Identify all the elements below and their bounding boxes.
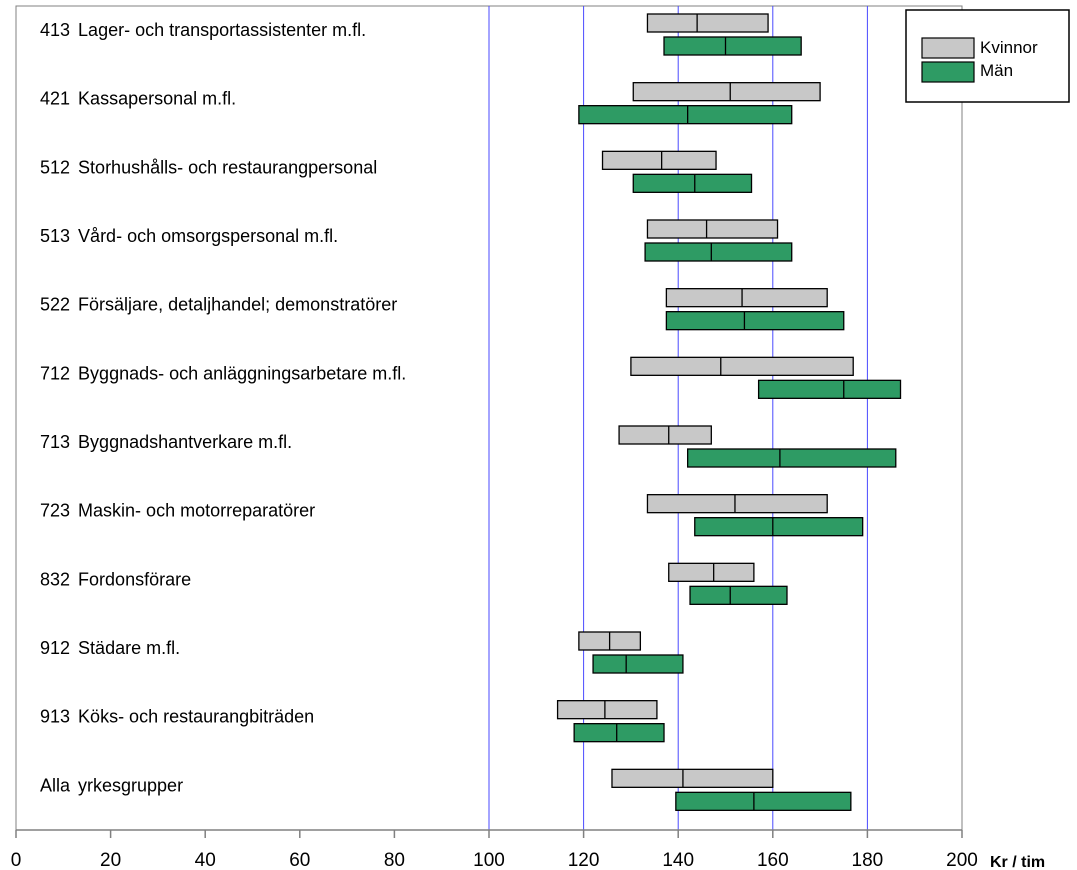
category-code: 832 (40, 569, 70, 589)
bar-kvinnor-4 (665, 288, 828, 308)
category-name: yrkesgrupper (78, 775, 183, 795)
category-code: 413 (40, 20, 70, 40)
category-label-11: Alla yrkesgrupper (40, 775, 183, 795)
category-code: 723 (40, 501, 70, 521)
category-label-3: 513 Vård- och omsorgspersonal m.fl. (40, 226, 338, 246)
bar-kvinnor-0 (646, 13, 769, 33)
category-label-1: 421 Kassapersonal m.fl. (40, 89, 236, 109)
legend-box (905, 9, 1070, 103)
category-code: 522 (40, 295, 70, 315)
category-label-8: 832 Fordonsförare (40, 569, 191, 589)
category-label-4: 522 Försäljare, detaljhandel; demonstratö… (40, 295, 397, 315)
category-code: 421 (40, 89, 70, 109)
category-name: Byggnads- och anläggningsarbetare m.fl. (78, 363, 406, 383)
x-axis-unit-label: Kr / tim (990, 854, 1045, 870)
bar-kvinnor-5 (630, 356, 854, 376)
x-tick-label-20: 20 (100, 850, 121, 870)
category-name: Köks- och restaurangbiträden (78, 707, 314, 727)
category-code: Alla (40, 775, 71, 795)
bars-layer (556, 13, 902, 811)
bar-man-9 (592, 654, 684, 674)
x-tick-label-140: 140 (662, 850, 694, 870)
category-label-6: 713 Byggnadshantverkare m.fl. (40, 432, 292, 452)
bar-kvinnor-11 (611, 768, 774, 788)
category-label-9: 912 Städare m.fl. (40, 638, 180, 658)
legend-label-kvinnor: Kvinnor (980, 38, 1038, 57)
category-code: 513 (40, 226, 70, 246)
category-label-0: 413 Lager- och transportassistenter m.fl. (40, 20, 366, 40)
legend-label-man: Män (980, 61, 1013, 80)
category-code: 512 (40, 157, 70, 177)
bar-man-0 (663, 36, 802, 56)
bar-man-10 (573, 723, 665, 743)
bar-man-3 (644, 242, 793, 262)
category-code: 912 (40, 638, 70, 658)
category-name: Försäljare, detaljhandel; demonstratörer (78, 295, 397, 315)
category-name: Lager- och transportassistenter m.fl. (78, 20, 366, 40)
bar-man-5 (757, 379, 902, 399)
category-label-2: 512 Storhushålls- och restaurangpersonal (40, 157, 377, 177)
category-code: 712 (40, 363, 70, 383)
category-code: 913 (40, 707, 70, 727)
bar-kvinnor-1 (632, 82, 821, 102)
x-tick-label-0: 0 (11, 850, 22, 870)
bar-kvinnor-6 (618, 425, 712, 445)
x-tick-label-200: 200 (946, 850, 978, 870)
category-name: Städare m.fl. (78, 638, 180, 658)
x-axis: 0 20 40 60 80 100 120 140 160 180 200 (11, 829, 978, 870)
x-tick-label-180: 180 (852, 850, 884, 870)
category-label-7: 723 Maskin- och motorreparatörer (40, 501, 315, 521)
bar-man-2 (632, 173, 753, 193)
category-name: Kassapersonal m.fl. (78, 89, 236, 109)
bar-man-4 (665, 311, 845, 331)
x-tick-label-80: 80 (384, 850, 405, 870)
gridlines (488, 6, 868, 830)
legend-swatch-kvinnor (921, 37, 975, 59)
bar-kvinnor-2 (601, 150, 717, 170)
bar-man-7 (694, 517, 864, 537)
legend: Kvinnor Män (905, 9, 1070, 103)
category-name: Byggnadshantverkare m.fl. (78, 432, 292, 452)
bar-kvinnor-7 (646, 494, 828, 514)
category-labels: 413 Lager- och transportassistenter m.fl.… (40, 20, 406, 795)
category-label-5: 712 Byggnads- och anläggningsarbetare m.f… (40, 363, 406, 383)
category-code: 713 (40, 432, 70, 452)
bar-man-8 (689, 585, 788, 605)
category-label-10: 913 Köks- och restaurangbiträden (40, 707, 314, 727)
x-tick-label-160: 160 (757, 850, 789, 870)
bar-man-1 (578, 105, 793, 125)
category-name: Fordonsförare (78, 569, 191, 589)
category-name: Maskin- och motorreparatörer (78, 501, 315, 521)
x-tick-label-60: 60 (289, 850, 310, 870)
category-name: Storhushålls- och restaurangpersonal (78, 157, 377, 177)
bar-man-6 (687, 448, 897, 468)
x-tick-label-120: 120 (568, 850, 600, 870)
legend-swatch-man (921, 61, 975, 83)
bar-kvinnor-8 (668, 562, 755, 582)
x-tick-label-40: 40 (195, 850, 216, 870)
bar-kvinnor-10 (556, 700, 658, 720)
bar-kvinnor-3 (646, 219, 779, 239)
bar-man-11 (675, 791, 852, 811)
category-name: Vård- och omsorgspersonal m.fl. (78, 226, 338, 246)
x-tick-label-100: 100 (473, 850, 505, 870)
